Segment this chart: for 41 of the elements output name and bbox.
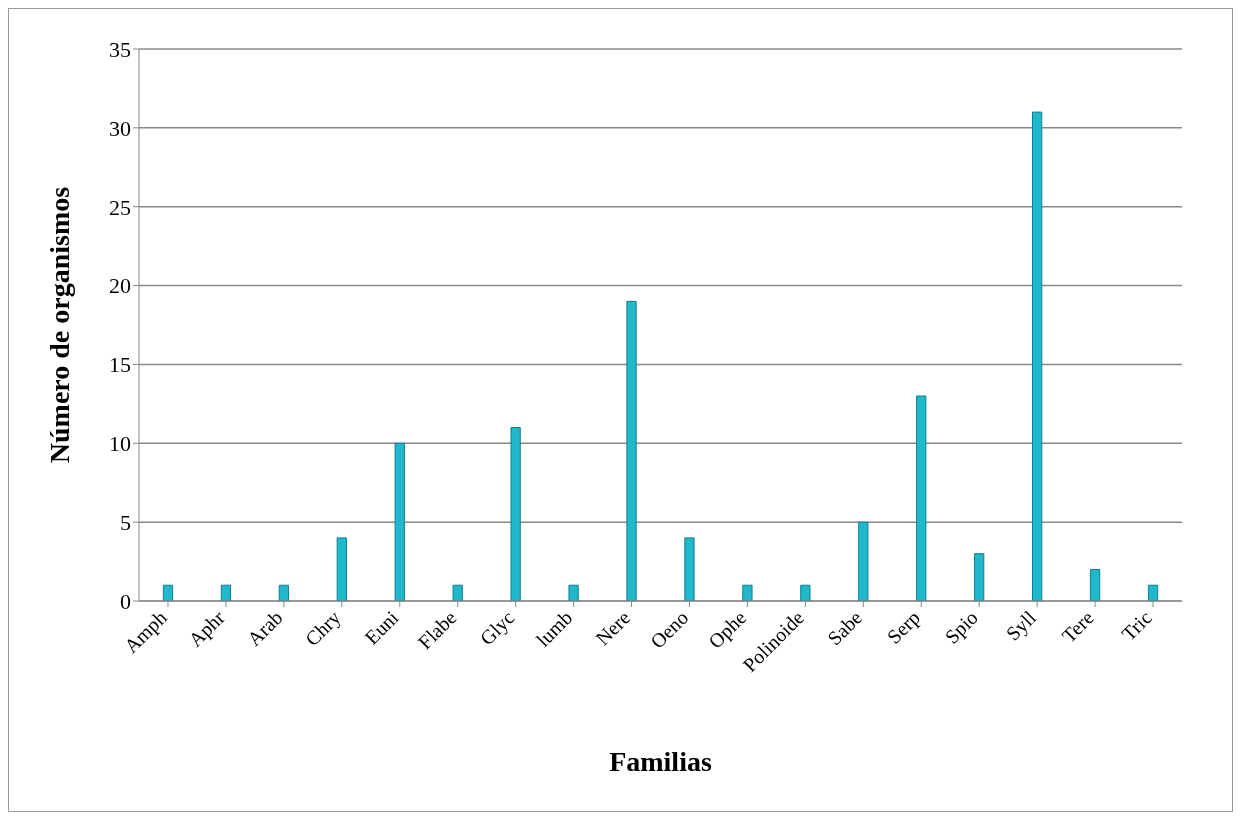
x-axis-title: Familias: [609, 746, 712, 777]
bar: [162, 584, 174, 601]
x-tick-label: Sabe: [823, 606, 867, 650]
bar: [684, 537, 695, 601]
x-tick-label: Arab: [242, 606, 287, 651]
x-tick-label: Serp: [882, 606, 925, 649]
x-tick-label: Spio: [940, 606, 983, 649]
bar: [394, 442, 405, 601]
bar: [916, 395, 927, 601]
y-tick-label: 25: [109, 194, 131, 220]
x-tick-label: lumb: [531, 606, 577, 651]
bar: [1032, 111, 1043, 601]
x-tick-label: Oeno: [646, 606, 693, 653]
bar: [800, 584, 811, 601]
y-tick-label: 0: [120, 588, 131, 614]
y-tick-label: 5: [120, 509, 131, 535]
x-tick-label: Tric: [1117, 606, 1156, 645]
bar: [220, 584, 232, 601]
bar: [858, 521, 869, 601]
bar: [568, 584, 579, 601]
y-tick-label: 15: [109, 352, 131, 378]
y-tick-label: 30: [109, 115, 131, 141]
bar: [974, 553, 985, 601]
y-tick-label: 35: [109, 36, 131, 62]
x-tick-label: Glyc: [475, 606, 520, 651]
x-tick-label: Tere: [1057, 606, 1098, 647]
bar: [1089, 568, 1101, 601]
x-tick-label: Nere: [591, 606, 635, 650]
bar: [510, 427, 521, 601]
y-axis-title: Número de organismos: [43, 186, 75, 464]
bar: [278, 584, 289, 601]
bar: [742, 584, 753, 601]
bar: [1147, 584, 1159, 601]
y-tick-label: 20: [109, 273, 131, 299]
bar: [452, 584, 463, 601]
x-tick-label: Syll: [1001, 605, 1041, 646]
x-tick-label: Euni: [360, 605, 403, 649]
x-tick-label: Chry: [300, 606, 346, 651]
y-tick-label: 10: [109, 431, 131, 457]
bar: [336, 537, 347, 601]
bar: [626, 300, 637, 601]
